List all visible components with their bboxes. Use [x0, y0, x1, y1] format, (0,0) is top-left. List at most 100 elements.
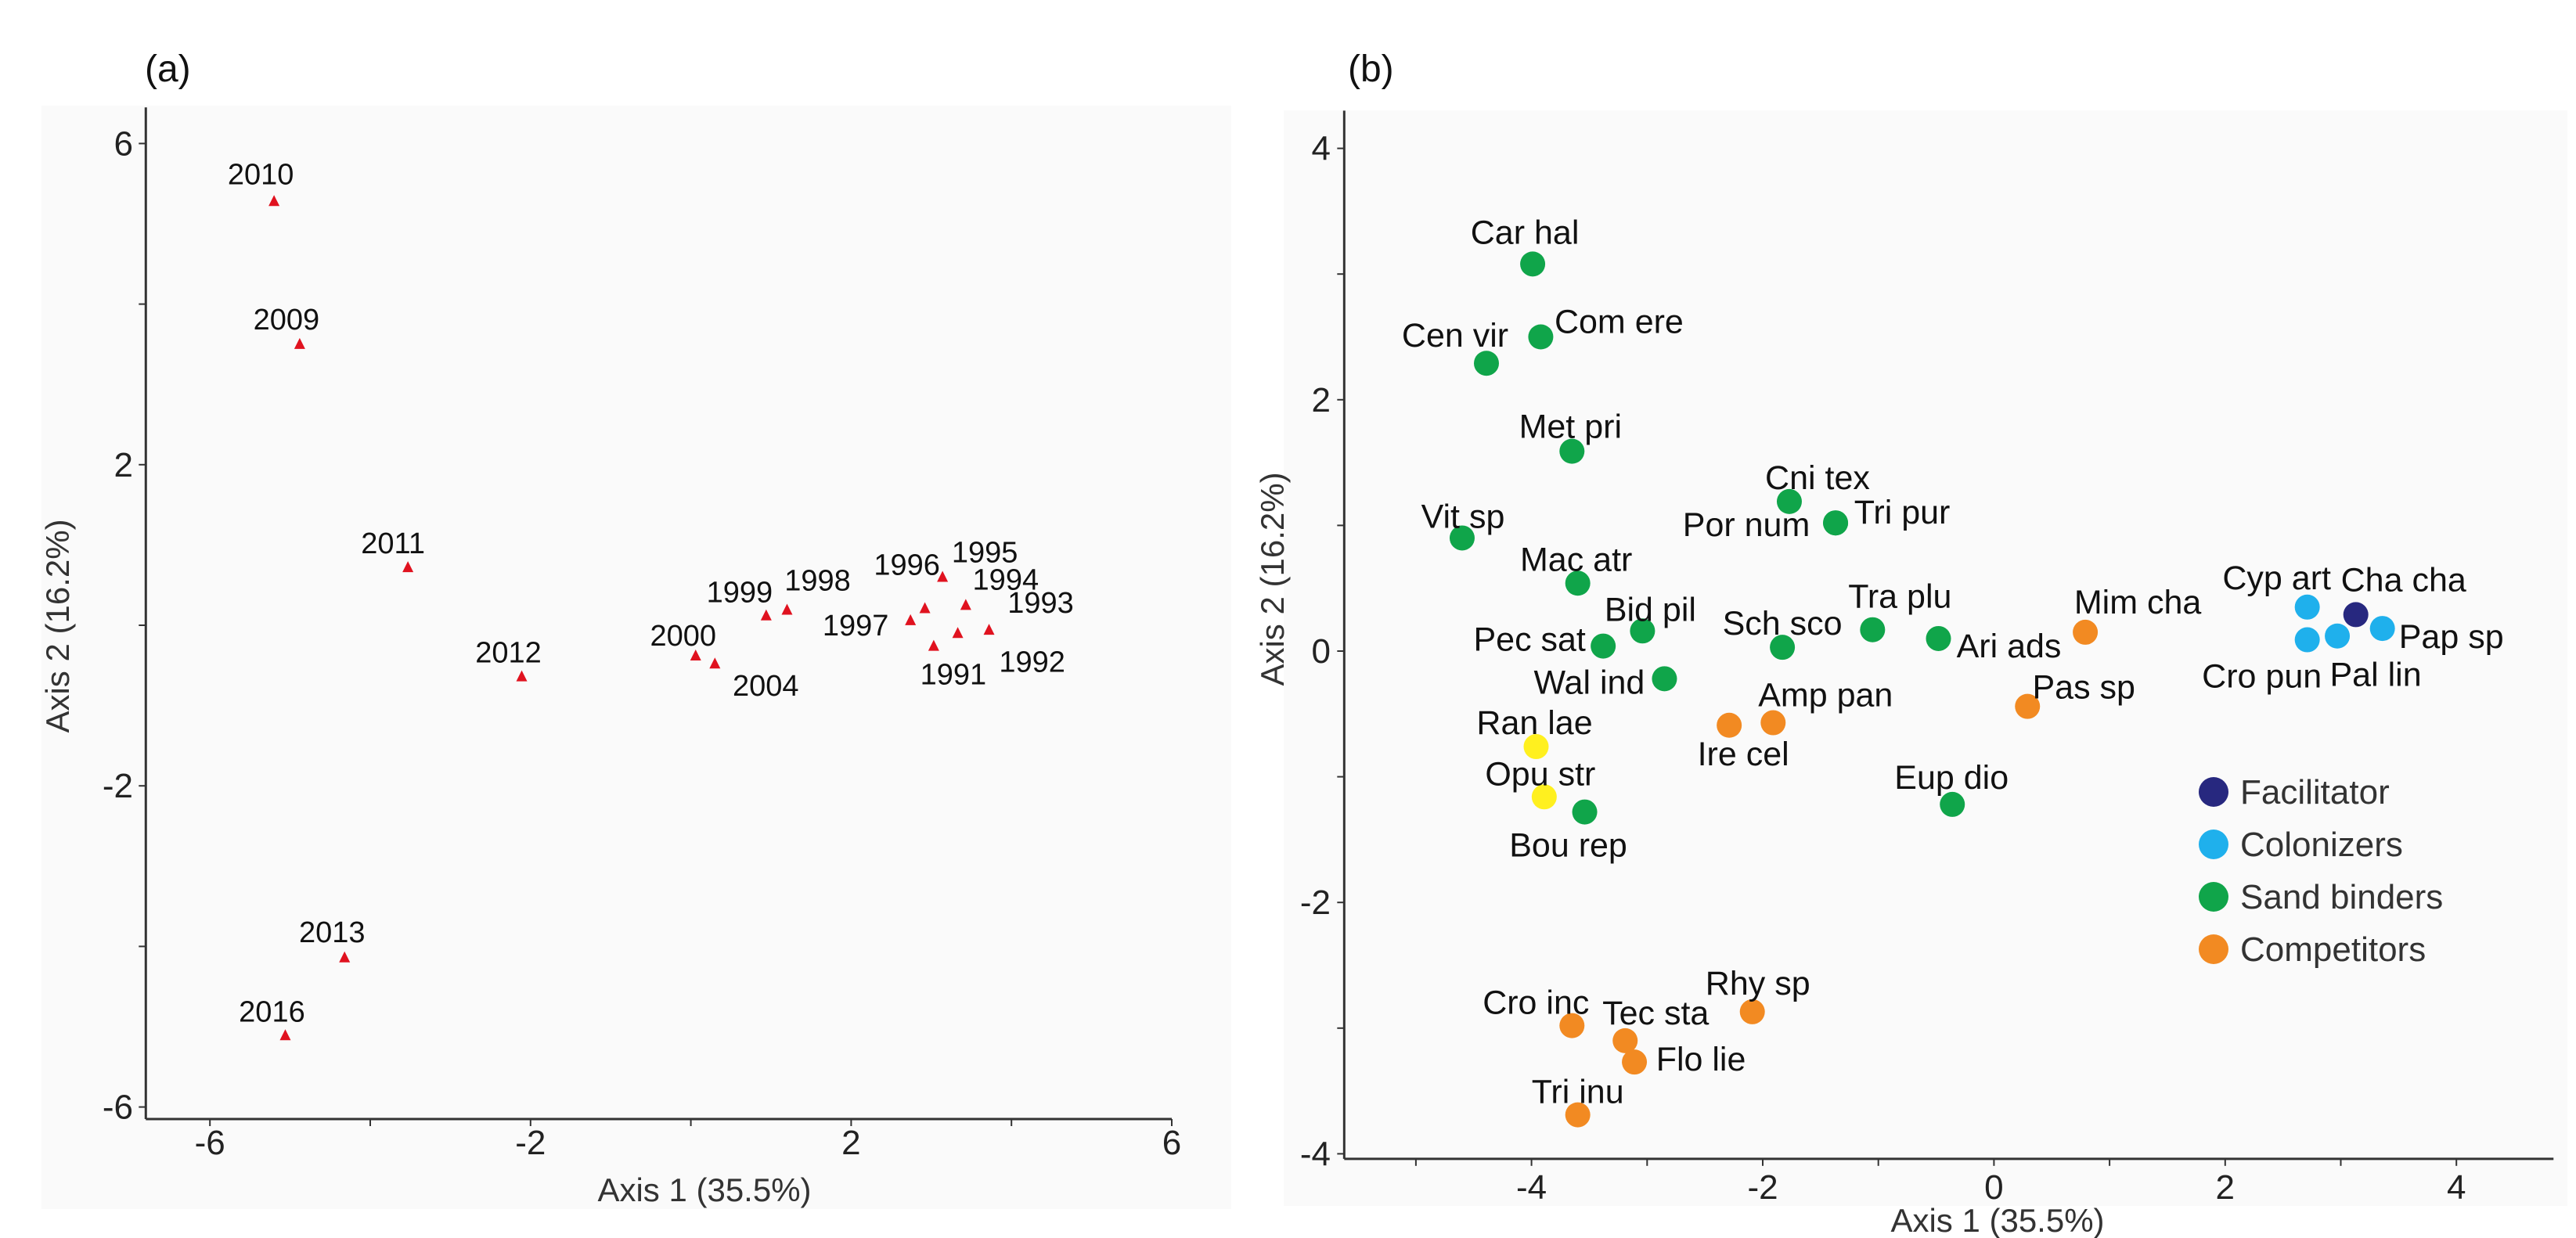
point-label-tra-plu: Tra plu: [1848, 578, 1951, 616]
point-label-2009: 2009: [254, 304, 320, 336]
y-tick-label: 2: [114, 446, 133, 484]
point-label-tri-pur: Tri pur: [1854, 494, 1951, 531]
y-tick-label: 2: [1312, 381, 1331, 419]
x-tick-label: -4: [1516, 1168, 1547, 1207]
point-tri-inu: [1565, 1102, 1591, 1128]
point-label-met-pri: Met pri: [1519, 408, 1622, 446]
point-1993: [983, 624, 995, 635]
point-label-amp-pan: Amp pan: [1758, 677, 1893, 714]
point-mim-cha: [2073, 619, 2099, 645]
point-rhy-sp: [1739, 999, 1765, 1024]
point-2009: [294, 337, 305, 349]
point-2010: [268, 195, 280, 207]
point-label-1998: 1998: [784, 565, 851, 598]
point-label-2010: 2010: [228, 158, 294, 191]
point-1999: [760, 609, 772, 621]
point-tec-sta: [1612, 1027, 1638, 1053]
x-tick-label: 2: [2216, 1168, 2235, 1207]
point-label-rhy-sp: Rhy sp: [1706, 965, 1810, 1002]
point-com-ere: [1528, 324, 1554, 350]
legend-swatch-competitors: [2199, 934, 2228, 964]
point-2000: [690, 649, 701, 660]
point-pal-lin: [2325, 623, 2351, 649]
point-label-1997: 1997: [823, 610, 889, 642]
x-tick-label: 2: [841, 1124, 860, 1162]
point-label-ran-lae: Ran lae: [1476, 704, 1592, 742]
point-label-pal-lin: Pal lin: [2330, 657, 2422, 694]
point-cha-cha: [2343, 602, 2369, 628]
x-tick-label: -2: [515, 1124, 546, 1162]
panel-a-label: (a): [145, 49, 191, 90]
panel-b-x-axis-title: Axis 1 (35.5%): [1890, 1202, 2104, 1238]
point-label-cyp-art: Cyp art: [2222, 560, 2331, 597]
point-label-bou-rep: Bou rep: [1509, 827, 1627, 865]
point-sch-sco: [1770, 635, 1796, 660]
point-1994: [960, 599, 971, 610]
point-bou-rep: [1572, 799, 1598, 825]
y-tick-label: 6: [114, 124, 133, 163]
point-label-cro-inc: Cro inc: [1483, 984, 1589, 1022]
point-label-2012: 2012: [475, 637, 542, 670]
point-cyp-art: [2294, 594, 2320, 620]
point-label-wal-ind: Wal ind: [1534, 664, 1645, 701]
point-1998: [781, 603, 793, 615]
point-pap-sp: [2369, 616, 2395, 642]
point-label-tri-inu: Tri inu: [1532, 1074, 1624, 1111]
point-label-1991: 1991: [921, 659, 987, 692]
x-tick-label: -2: [1747, 1168, 1778, 1207]
panel-a-axes: -6 -2 2 6 6 2 -2 -6: [103, 107, 1181, 1162]
panel-a-background: [41, 106, 1231, 1209]
point-label-1993: 1993: [1007, 587, 1074, 620]
x-tick-label: 6: [1162, 1124, 1181, 1162]
point-2013: [339, 951, 351, 963]
point-label-ire-cel: Ire cel: [1698, 736, 1789, 773]
point-car-hal: [1520, 251, 1546, 277]
point-met-pri: [1559, 438, 1585, 464]
point-label-sch-sco: Sch sco: [1723, 605, 1843, 642]
point-label-car-hal: Car hal: [1471, 214, 1580, 251]
legend-swatch-sand-binders: [2199, 882, 2228, 912]
point-2016: [279, 1029, 291, 1041]
point-label-2000: 2000: [650, 620, 716, 653]
point-pec-sat: [1591, 633, 1616, 659]
point-opu-str: [1531, 784, 1557, 810]
point-label-cen-vir: Cen vir: [1402, 317, 1508, 354]
legend-label-facilitator: Facilitator: [2240, 773, 2390, 812]
point-2004: [709, 657, 721, 669]
point-label-pas-sp: Pas sp: [2032, 669, 2135, 707]
point-cro-inc: [1559, 1013, 1585, 1038]
panel-a-years-ordination: (a) Axis 1 (35.5%) Axis 2 (16.2%) -6 -2 2 6…: [39, 49, 1231, 1209]
point-label-ari-ads: Ari ads: [1957, 628, 2062, 665]
panel-b-axes: -4 -2 0 2 4 4 2 0 -2 -4: [1300, 110, 2554, 1207]
y-tick-label: -4: [1300, 1135, 1331, 1173]
panel-a-points: 2010 2009 2011 2012 2000 2004 1999 1998 1997 1996…: [228, 158, 1074, 1041]
y-tick-label: 0: [1312, 632, 1331, 671]
point-label-por-num: Por num: [1683, 506, 1810, 544]
x-tick-label: 4: [2447, 1168, 2466, 1207]
point-pas-sp: [2015, 693, 2041, 719]
point-label-1999: 1999: [707, 577, 773, 610]
point-ire-cel: [1717, 712, 1742, 738]
point-1996: [919, 602, 931, 614]
point-wal-ind: [1652, 666, 1677, 692]
point-label-cro-pun: Cro pun: [2202, 658, 2322, 696]
point-label-vit-sp: Vit sp: [1421, 498, 1505, 535]
point-mac-atr: [1565, 570, 1591, 596]
point-label-2016: 2016: [239, 995, 305, 1028]
panel-b-label: (b): [1348, 49, 1394, 90]
panel-b-background: [1284, 110, 2567, 1206]
panel-b-species-ordination: (b) Axis 1 (35.5%) Axis 2 (16.2%) -4 -2 0 2…: [1254, 49, 2567, 1238]
point-label-1995: 1995: [952, 536, 1018, 569]
legend-label-colonizers: Colonizers: [2240, 826, 2403, 864]
legend-label-sand-binders: Sand binders: [2240, 878, 2443, 916]
point-label-bid-pil: Bid pil: [1605, 591, 1696, 628]
point-ran-lae: [1523, 734, 1549, 760]
point-cni-tex: [1776, 488, 1802, 514]
legend-swatch-colonizers: [2199, 830, 2228, 859]
point-amp-pan: [1760, 710, 1786, 736]
panel-b-y-axis-title: Axis 2 (16.2%): [1254, 472, 1291, 686]
panel-b-legend: Facilitator Colonizers Sand binders Competi…: [2199, 773, 2443, 969]
point-label-2013: 2013: [299, 916, 366, 949]
